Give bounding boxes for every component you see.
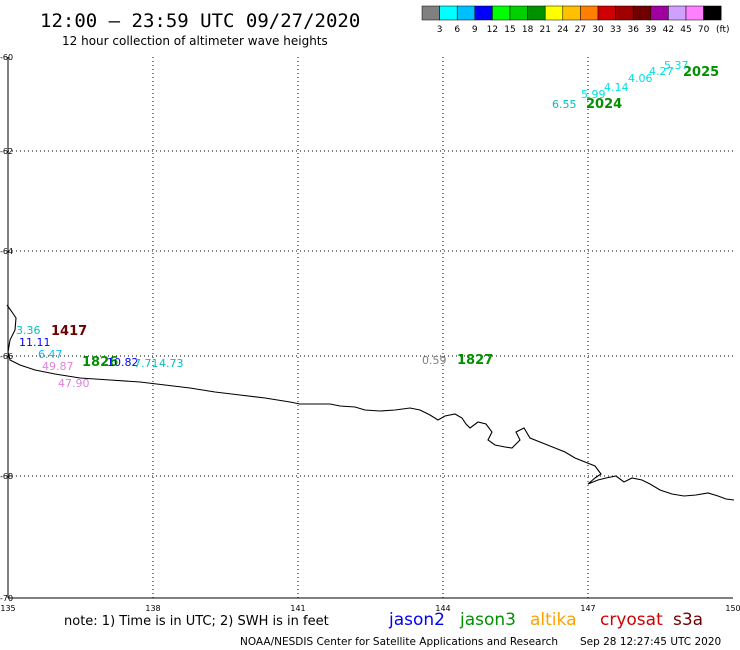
legend-label: 21 [539,25,550,35]
legend-label: 27 [575,25,586,35]
satellite-label-altika: altika [530,610,577,630]
legend-swatch [685,5,704,21]
legend-label: 12 [487,25,498,35]
wave-height-value: 4.06 [628,72,653,85]
map-title: 12:00 – 23:59 UTC 09/27/2020 [40,10,360,32]
longitude-tick-label: 135 [0,604,15,613]
plot-area: 135 138 141 144 147 150 -60 -62 -64 -66 -68 -70 [0,53,740,613]
longitude-tick-label: 138 [145,604,160,613]
legend-label: 18 [522,25,534,35]
track-time-label: 1417 [51,324,87,339]
latitude-tick-label: -62 [0,147,13,156]
wave-height-value: 4.14 [604,81,629,94]
track-time-label: 2025 [683,65,719,80]
legend-unit: (ft) [716,25,730,35]
legend-label: 6 [454,25,460,35]
legend-label: 24 [557,25,569,35]
wave-height-value: 49.87 [42,360,74,373]
wave-height-value: 11.11 [19,336,51,349]
latitude-tick-label: -68 [0,472,13,481]
wave-height-value: 47.90 [58,377,90,390]
track-time-label: 1826 [82,355,118,370]
legend-label: 45 [680,25,691,35]
map-subtitle: 12 hour collection of altimeter wave hei… [62,34,328,48]
legend-label: 33 [610,25,621,35]
legend-swatch [527,5,546,21]
legend-label: 30 [592,25,604,35]
wave-height-value: 7.71 [134,357,159,370]
wave-height-value: 4.27 [649,65,674,78]
longitude-tick-label: 141 [290,604,305,613]
gridlines [8,57,733,598]
legend-swatch [474,5,493,21]
satellite-label-cryosat: cryosat [600,610,663,630]
legend-swatch [492,5,511,21]
legend-swatch [650,5,669,21]
latitude-tick-label: -60 [0,53,13,62]
legend-label: 9 [472,25,478,35]
legend-swatch [668,5,687,21]
longitude-tick-label: 150 [725,604,740,613]
legend-label: 15 [504,25,515,35]
legend-swatch [509,5,528,21]
timestamp-text: Sep 28 12:27:45 UTC 2020 [580,636,721,648]
longitude-tick-label: 144 [435,604,450,613]
color-scale-legend: 3 6 9 12 15 18 21 24 27 30 33 36 39 42 45 70 (ft) [421,5,730,35]
latitude-tick-label: -66 [0,352,13,361]
legend-label: 36 [627,25,639,35]
legend-label: 39 [645,25,657,35]
wave-height-value: 6.55 [552,98,577,111]
legend-swatch [580,5,599,21]
legend-swatch [597,5,616,21]
wave-height-value: 6.47 [38,348,63,361]
antarctic-coastline [6,304,735,501]
wave-height-value: 3.36 [16,324,41,337]
tick-labels: 135 138 141 144 147 150 -60 -62 -64 -66 -68 -70 [0,53,740,613]
satellite-label-s3a: s3a [673,610,703,630]
latitude-tick-label: -70 [0,594,13,603]
legend-swatch [615,5,634,21]
legend-label: 42 [663,25,674,35]
track-time-label: 2024 [586,97,622,112]
track-time-label: 1827 [457,353,493,368]
satellite-label-jason2: jason2 [388,610,445,630]
legend-swatch [703,5,722,21]
satellite-label-jason3: jason3 [459,610,516,630]
wave-height-value: 10.82 [107,356,139,369]
latitude-tick-label: -64 [0,247,13,256]
legend-swatch [456,5,476,21]
credit-text: NOAA/NESDIS Center for Satellite Applica… [240,636,558,648]
footer-note: note: 1) Time is in UTC; 2) SWH is in fe… [64,614,329,629]
wave-height-value: 4.73 [159,357,184,370]
wave-height-value: 0.59 [422,354,447,367]
wave-height-value: 5.99 [581,88,606,101]
legend-label: 70 [698,25,710,35]
legend-swatch [421,5,440,21]
legend-swatch [562,5,581,21]
legend-swatch [439,5,458,21]
legend-swatch [632,5,652,21]
legend-swatch [544,5,564,21]
longitude-tick-label: 147 [580,604,595,613]
legend-label: 3 [437,25,443,35]
wave-height-value: 5.37 [664,59,689,72]
